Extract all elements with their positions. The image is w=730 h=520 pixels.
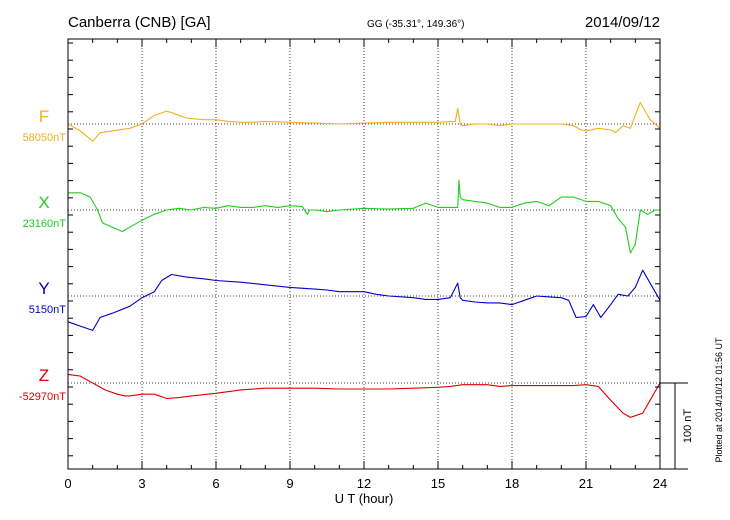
component-letter-x: X	[38, 193, 49, 212]
coordinates-label: GG (-35.31°, 149.36°)	[367, 19, 465, 30]
baseline-value-z: -52970nT	[19, 391, 66, 403]
component-labels: F 58050nT X 23160nT Y 5150nT Z -52970nT	[19, 107, 66, 403]
date-label: 2014/09/12	[585, 14, 660, 31]
x-tick-label: 0	[64, 476, 71, 491]
component-letter-z: Z	[39, 366, 49, 385]
x-tick-label: 9	[286, 476, 293, 491]
series-line-y	[67, 269, 661, 331]
x-tick-labels: 0 3 6 9 12 15 18 21 24	[64, 476, 667, 491]
component-letter-f: F	[39, 107, 49, 126]
station-title: Canberra (CNB) [GA]	[68, 14, 211, 31]
series-line-x	[68, 179, 660, 254]
x-tick-label: 24	[653, 476, 667, 491]
x-axis-title: U T (hour)	[335, 491, 394, 506]
x-tick-label: 18	[505, 476, 519, 491]
x-tick-label: 3	[138, 476, 145, 491]
series-layer	[67, 101, 661, 418]
plotted-timestamp: Plotted at 2014/10/12 01:56 UT	[714, 337, 724, 463]
scale-bar-label: 100 nT	[682, 409, 694, 444]
baseline-value-y: 5150nT	[29, 304, 67, 316]
baseline-value-x: 23160nT	[23, 218, 67, 230]
x-tick-label: 15	[431, 476, 445, 491]
grid-lines	[68, 39, 660, 469]
plot-frame	[67, 38, 661, 470]
x-tick-label: 12	[357, 476, 371, 491]
baseline-value-f: 58050nT	[23, 132, 67, 144]
component-letter-y: Y	[38, 279, 49, 298]
x-tick-label: 6	[212, 476, 219, 491]
series-line-z	[67, 373, 661, 418]
series-line-f	[67, 101, 661, 142]
x-tick-label: 21	[579, 476, 593, 491]
axis-ticks	[67, 39, 661, 469]
scale-bar: 100 nT	[660, 382, 694, 470]
